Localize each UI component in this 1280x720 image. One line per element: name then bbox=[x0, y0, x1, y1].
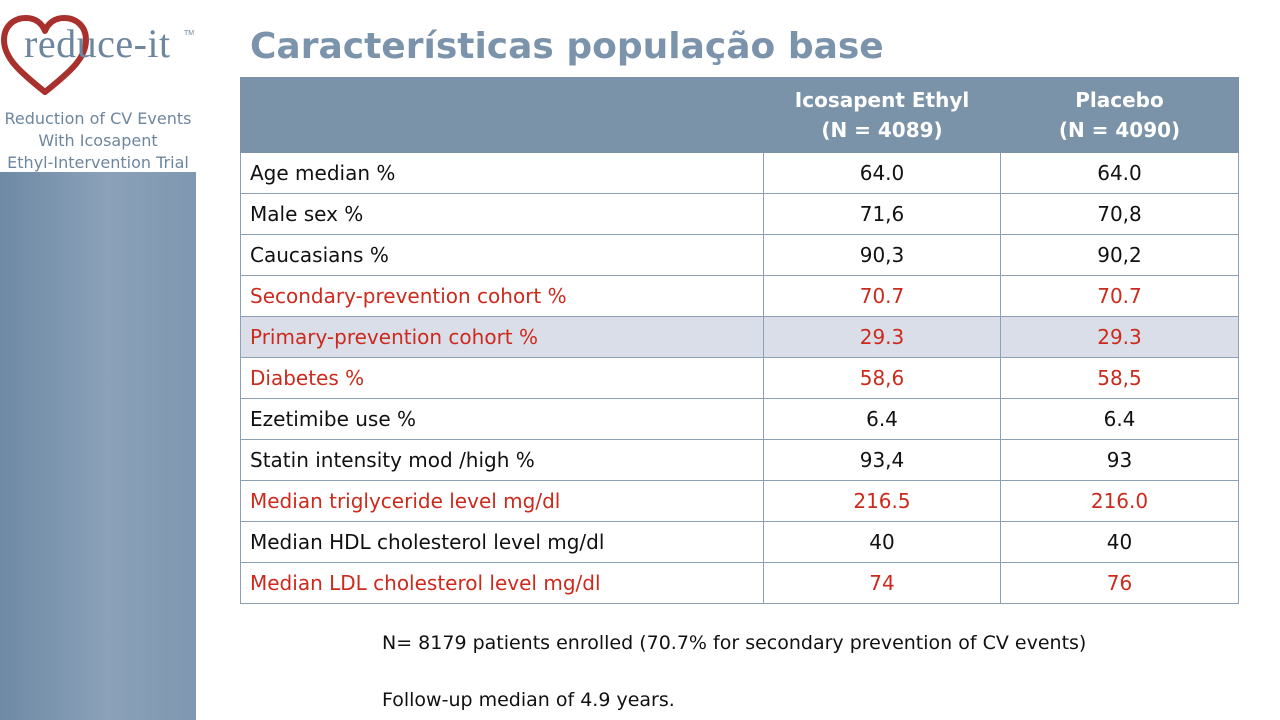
table-row: Median triglyceride level mg/dl 216.5 216.… bbox=[240, 480, 1239, 522]
logo-subtitle-line1: Reduction of CV Events bbox=[4, 109, 192, 128]
icosapent-value: 6.4 bbox=[763, 398, 1001, 440]
heart-icon bbox=[1, 15, 89, 95]
table-header-row: Icosapent Ethyl (N = 4089) Placebo (N = … bbox=[240, 77, 1239, 153]
icosapent-value: 58,6 bbox=[763, 357, 1001, 399]
icosapent-value: 93,4 bbox=[763, 439, 1001, 481]
placebo-value: 70.7 bbox=[1000, 275, 1239, 317]
placebo-value: 216.0 bbox=[1000, 480, 1239, 522]
icosapent-value: 74 bbox=[763, 562, 1001, 604]
icosapent-value: 70.7 bbox=[763, 275, 1001, 317]
header-empty-cell bbox=[240, 77, 764, 153]
icosapent-value: 29.3 bbox=[763, 316, 1001, 358]
table-row: Ezetimibe use % 6.4 6.4 bbox=[240, 398, 1239, 440]
table-row: Median HDL cholesterol level mg/dl 40 40 bbox=[240, 521, 1239, 563]
placebo-value: 58,5 bbox=[1000, 357, 1239, 399]
row-label: Male sex % bbox=[240, 193, 764, 235]
row-label: Statin intensity mod /high % bbox=[240, 439, 764, 481]
header-icosapent: Icosapent Ethyl (N = 4089) bbox=[763, 77, 1001, 153]
placebo-value: 40 bbox=[1000, 521, 1239, 563]
placebo-value: 29.3 bbox=[1000, 316, 1239, 358]
header-placebo-n: (N = 4090) bbox=[1058, 118, 1181, 142]
placebo-value: 93 bbox=[1000, 439, 1239, 481]
table-row: Median LDL cholesterol level mg/dl 74 76 bbox=[240, 562, 1239, 604]
table-row: Secondary-prevention cohort % 70.7 70.7 bbox=[240, 275, 1239, 317]
icosapent-value: 64.0 bbox=[763, 152, 1001, 194]
table-body: Age median % 64.0 64.0 Male sex % 71,6 70,8 Ca… bbox=[240, 152, 1239, 604]
icosapent-value: 90,3 bbox=[763, 234, 1001, 276]
placebo-value: 76 bbox=[1000, 562, 1239, 604]
row-label: Age median % bbox=[240, 152, 764, 194]
slide-title: Características população base bbox=[250, 26, 884, 67]
reduce-it-logo: reduce-it TM Reduction of CV Events With… bbox=[0, 0, 196, 172]
placebo-value: 90,2 bbox=[1000, 234, 1239, 276]
followup-note: Follow-up median of 4.9 years. bbox=[382, 689, 675, 711]
icosapent-value: 40 bbox=[763, 521, 1001, 563]
header-icosapent-n: (N = 4089) bbox=[821, 118, 943, 142]
icosapent-value: 216.5 bbox=[763, 480, 1001, 522]
header-icosapent-name: Icosapent Ethyl bbox=[794, 88, 970, 112]
logo-subtitle-line2: With Icosapent bbox=[38, 131, 158, 150]
logo-trademark: TM bbox=[184, 30, 195, 37]
table-row: Primary-prevention cohort % 29.3 29.3 bbox=[240, 316, 1239, 358]
icosapent-value: 71,6 bbox=[763, 193, 1001, 235]
logo-subtitle: Reduction of CV Events With Icosapent Et… bbox=[0, 108, 196, 174]
table-row: Age median % 64.0 64.0 bbox=[240, 152, 1239, 194]
table-row: Statin intensity mod /high % 93,4 93 bbox=[240, 439, 1239, 481]
placebo-value: 64.0 bbox=[1000, 152, 1239, 194]
row-label: Median LDL cholesterol level mg/dl bbox=[240, 562, 764, 604]
table-row: Male sex % 71,6 70,8 bbox=[240, 193, 1239, 235]
logo-wordmark: reduce-it bbox=[24, 21, 171, 66]
header-placebo: Placebo (N = 4090) bbox=[1000, 77, 1239, 153]
row-label: Median HDL cholesterol level mg/dl bbox=[240, 521, 764, 563]
row-label: Secondary-prevention cohort % bbox=[240, 275, 764, 317]
enrolled-note: N= 8179 patients enrolled (70.7% for sec… bbox=[382, 632, 1087, 654]
row-label: Median triglyceride level mg/dl bbox=[240, 480, 764, 522]
table-row: Diabetes % 58,6 58,5 bbox=[240, 357, 1239, 399]
placebo-value: 70,8 bbox=[1000, 193, 1239, 235]
row-label: Ezetimibe use % bbox=[240, 398, 764, 440]
placebo-value: 6.4 bbox=[1000, 398, 1239, 440]
table-row: Caucasians % 90,3 90,2 bbox=[240, 234, 1239, 276]
baseline-characteristics-table: Icosapent Ethyl (N = 4089) Placebo (N = … bbox=[240, 77, 1239, 604]
row-label: Diabetes % bbox=[240, 357, 764, 399]
row-label: Primary-prevention cohort % bbox=[240, 316, 764, 358]
logo-subtitle-line3: Ethyl-Intervention Trial bbox=[7, 153, 189, 172]
header-placebo-name: Placebo bbox=[1075, 88, 1164, 112]
sidebar-panel: reduce-it TM Reduction of CV Events With… bbox=[0, 0, 196, 720]
row-label: Caucasians % bbox=[240, 234, 764, 276]
